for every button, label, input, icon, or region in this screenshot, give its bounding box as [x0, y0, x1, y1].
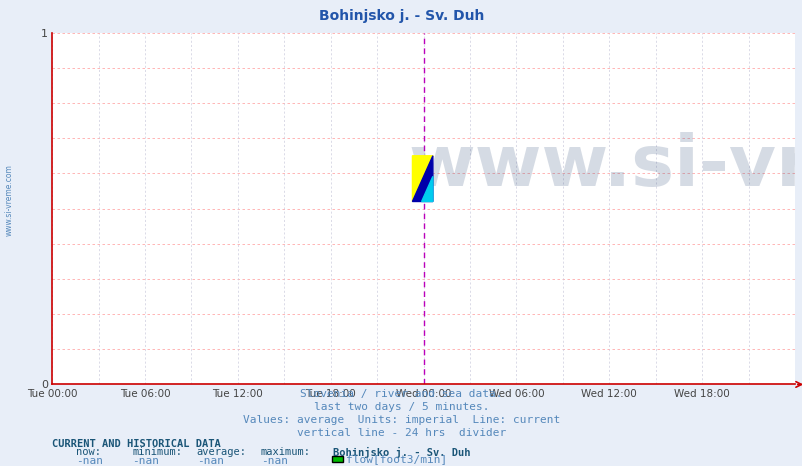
Text: Slovenia / river and sea data.: Slovenia / river and sea data. — [300, 389, 502, 399]
Text: www.si-vreme.com: www.si-vreme.com — [408, 132, 802, 201]
Polygon shape — [412, 156, 432, 201]
Text: flow[foot3/min]: flow[foot3/min] — [346, 454, 447, 464]
Text: -nan: -nan — [76, 456, 103, 466]
Polygon shape — [412, 156, 432, 201]
Text: average:: average: — [196, 447, 246, 457]
Text: now:: now: — [76, 447, 101, 457]
Text: Bohinjsko j. - Sv. Duh: Bohinjsko j. - Sv. Duh — [318, 9, 484, 23]
Text: CURRENT AND HISTORICAL DATA: CURRENT AND HISTORICAL DATA — [52, 439, 221, 449]
Text: minimum:: minimum: — [132, 447, 182, 457]
Text: maximum:: maximum: — [261, 447, 310, 457]
Polygon shape — [421, 176, 432, 201]
Text: -nan: -nan — [196, 456, 224, 466]
Text: Bohinjsko j. - Sv. Duh: Bohinjsko j. - Sv. Duh — [333, 446, 470, 458]
Text: www.si-vreme.com: www.si-vreme.com — [5, 164, 14, 236]
Text: Values: average  Units: imperial  Line: current: Values: average Units: imperial Line: cu… — [242, 415, 560, 425]
Text: -nan: -nan — [132, 456, 160, 466]
Text: last two days / 5 minutes.: last two days / 5 minutes. — [314, 402, 488, 412]
Text: vertical line - 24 hrs  divider: vertical line - 24 hrs divider — [297, 428, 505, 438]
Text: -nan: -nan — [261, 456, 288, 466]
